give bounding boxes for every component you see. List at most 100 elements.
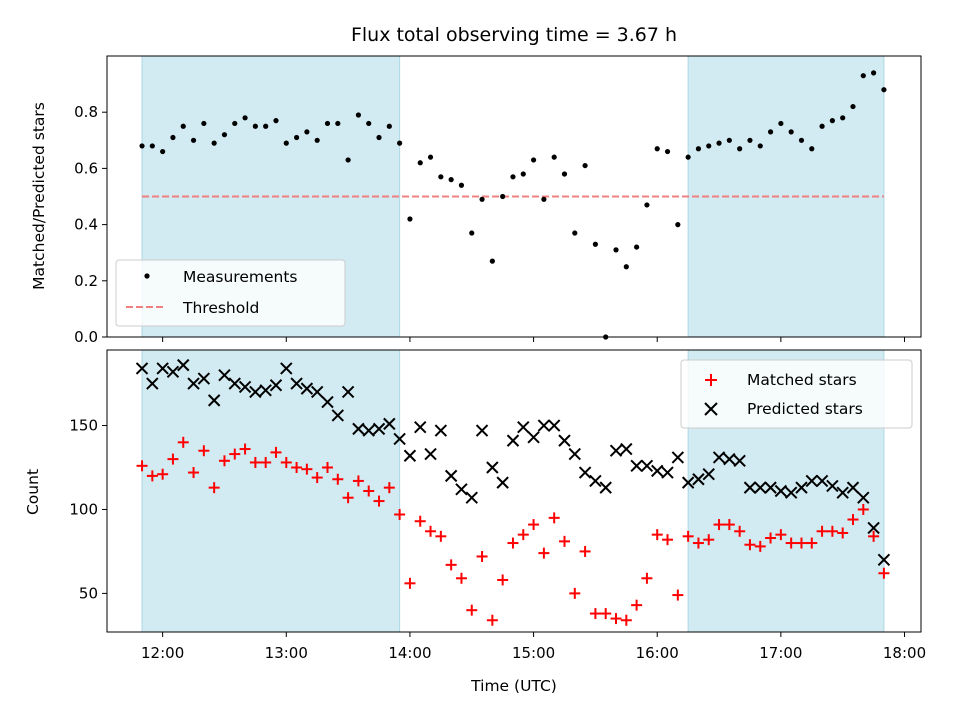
predicted-star-point xyxy=(846,481,860,494)
predicted-star-point xyxy=(455,483,468,496)
measurement-point xyxy=(190,137,197,143)
predicted-star-point xyxy=(444,469,458,483)
matched-star-point xyxy=(610,613,622,625)
measurement-point xyxy=(427,154,434,160)
matched-star-point xyxy=(363,485,375,497)
predicted-star-point xyxy=(310,385,324,399)
measurement-point xyxy=(376,134,382,141)
predicted-x-b xyxy=(341,385,355,399)
matched-star-point xyxy=(558,535,570,547)
measurement-point xyxy=(293,134,300,141)
predicted-star-point xyxy=(135,362,149,375)
measurement-point xyxy=(572,230,578,236)
x-tick-label: 13:00 xyxy=(265,644,308,662)
predicted-star-point xyxy=(300,382,314,395)
measurement-point xyxy=(757,143,763,149)
predicted-star-point xyxy=(795,481,808,494)
measurement-point xyxy=(850,103,856,110)
measurement-point xyxy=(242,115,248,121)
measurement-point xyxy=(252,123,258,129)
matched-star-point xyxy=(692,537,704,549)
predicted-x-b xyxy=(465,491,478,504)
matched-star-point xyxy=(208,482,220,494)
predicted-x-b xyxy=(444,469,458,483)
predicted-x-b xyxy=(424,447,437,461)
measurement-point xyxy=(510,174,516,180)
measurement-point xyxy=(860,73,866,79)
legend-matched-marker xyxy=(705,374,717,386)
matched-star-point xyxy=(311,472,323,484)
predicted-star-point xyxy=(156,362,169,375)
measurement-point xyxy=(355,112,362,118)
matched-star-point xyxy=(373,495,385,507)
measurement-point xyxy=(160,148,166,155)
predicted-x-b xyxy=(867,521,880,535)
predicted-x-b xyxy=(135,362,149,375)
matched-star-point xyxy=(157,468,169,480)
x-tick-label: 17:00 xyxy=(759,644,802,662)
predicted-star-point xyxy=(207,394,221,407)
measurement-point xyxy=(675,222,681,228)
matched-star-point xyxy=(837,527,849,539)
matched-star-point xyxy=(332,473,344,485)
predicted-star-point xyxy=(578,466,592,479)
matched-star-point xyxy=(703,534,715,546)
predicted-x-b xyxy=(156,362,169,375)
predicted-x-b xyxy=(352,422,365,436)
x-tick-label: 12:00 xyxy=(141,644,184,662)
predicted-star-point xyxy=(177,358,190,372)
predicted-x-b xyxy=(764,481,777,494)
predicted-star-point xyxy=(805,474,818,488)
measurement-point xyxy=(695,146,702,152)
predicted-x-b xyxy=(517,421,530,434)
measurement-point xyxy=(778,120,784,127)
matched-star-point xyxy=(569,587,581,599)
matched-star-point xyxy=(507,537,519,549)
measurement-point xyxy=(386,123,392,129)
predicted-star-point xyxy=(527,431,540,444)
predicted-star-point xyxy=(269,379,283,392)
measurement-point xyxy=(397,140,403,146)
predicted-x-b xyxy=(578,466,592,479)
legend-threshold-label: Threshold xyxy=(182,299,259,317)
predicted-star-point xyxy=(651,464,664,478)
predicted-star-point xyxy=(568,447,581,461)
predicted-star-point xyxy=(341,385,355,399)
matched-star-point xyxy=(466,604,478,616)
predicted-x-b xyxy=(414,421,427,434)
matched-star-point xyxy=(445,559,457,571)
matched-star-point xyxy=(425,525,437,537)
measurement-point xyxy=(314,137,320,143)
top-y-tick-label: 0.6 xyxy=(74,159,98,177)
matched-star-point xyxy=(383,482,395,494)
predicted-stars-markers xyxy=(135,358,891,567)
top-axes: 0.0 0.2 0.4 0.6 0.8 xyxy=(74,55,922,346)
predicted-x-b xyxy=(692,473,705,486)
measurement-point xyxy=(623,264,629,270)
measurement-point xyxy=(448,177,454,183)
matched-star-point xyxy=(146,470,158,482)
predicted-x-b xyxy=(651,464,664,478)
bottom-y-axis-label: Count xyxy=(24,469,42,515)
matched-star-point xyxy=(589,608,601,620)
predicted-star-point xyxy=(640,459,654,473)
x-tick-label: 18:00 xyxy=(883,644,926,662)
top-plot-frame xyxy=(106,55,922,338)
top-y-axis-label: Matched/Predicted stars xyxy=(30,102,48,290)
predicted-star-point xyxy=(321,395,334,409)
matched-star-point xyxy=(878,567,890,579)
matched-star-point xyxy=(167,453,179,465)
measurement-point xyxy=(345,157,351,163)
measurement-point xyxy=(737,146,743,152)
matched-star-point xyxy=(414,515,426,527)
measurement-point xyxy=(871,70,877,76)
predicted-star-point xyxy=(877,553,891,567)
measurement-point xyxy=(685,154,691,160)
measurement-point xyxy=(654,146,660,152)
predicted-star-point xyxy=(352,422,365,436)
predicted-star-point xyxy=(496,476,509,489)
measurement-point xyxy=(211,140,217,146)
matched-star-point xyxy=(404,577,416,589)
matched-star-point xyxy=(651,529,663,541)
